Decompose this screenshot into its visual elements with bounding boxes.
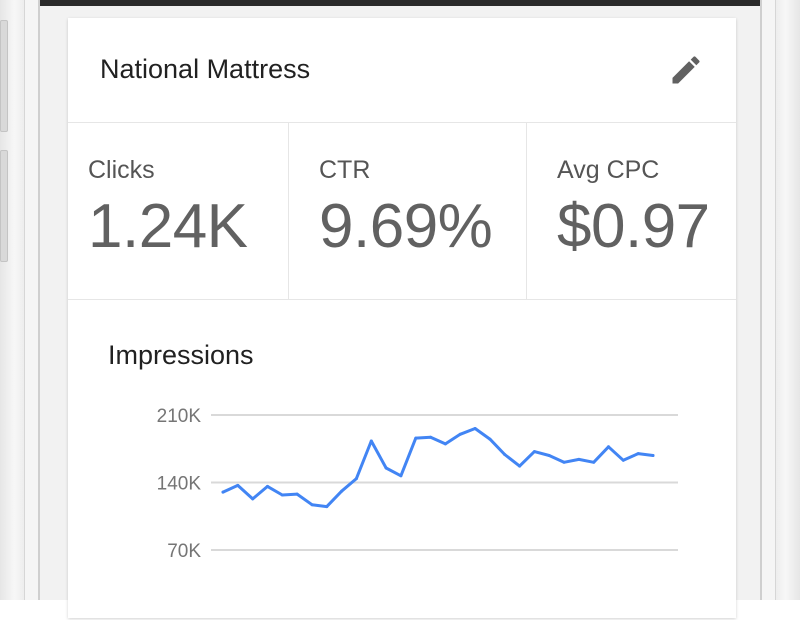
data-point bbox=[266, 484, 269, 488]
campaign-card: National Mattress Clicks 1.24K CTR 9.69% bbox=[68, 18, 736, 618]
screen-top-bar bbox=[40, 0, 760, 6]
metric-ctr[interactable]: CTR 9.69% bbox=[288, 123, 526, 299]
data-point bbox=[310, 503, 314, 507]
data-point bbox=[488, 437, 492, 441]
data-point bbox=[251, 497, 255, 501]
data-point bbox=[458, 432, 462, 436]
data-point bbox=[503, 453, 507, 456]
data-point bbox=[325, 505, 329, 509]
volume-down-button bbox=[0, 150, 8, 262]
metric-clicks[interactable]: Clicks 1.24K bbox=[68, 123, 288, 299]
data-point bbox=[340, 489, 344, 493]
data-point bbox=[547, 454, 551, 457]
phone-right-edge bbox=[775, 0, 800, 600]
card-title: National Mattress bbox=[100, 54, 311, 84]
metric-avg-cpc[interactable]: Avg CPC $0.97 bbox=[526, 123, 736, 299]
metric-value: 1.24K bbox=[88, 192, 248, 261]
data-point bbox=[621, 458, 625, 462]
metric-label: Clicks bbox=[88, 156, 155, 184]
phone-screen: National Mattress Clicks 1.24K CTR 9.69% bbox=[38, 0, 762, 618]
y-tick-label: 140K bbox=[157, 474, 202, 495]
data-point bbox=[354, 477, 358, 481]
data-point bbox=[577, 457, 581, 461]
phone-frame: National Mattress Clicks 1.24K CTR 9.69% bbox=[0, 0, 800, 600]
data-point bbox=[414, 436, 418, 440]
data-point bbox=[399, 474, 403, 478]
y-tick-label: 70K bbox=[167, 541, 201, 562]
data-point bbox=[384, 466, 388, 470]
data-point bbox=[651, 454, 655, 457]
data-point bbox=[473, 427, 477, 430]
metric-label: Avg CPC bbox=[557, 156, 660, 184]
data-point bbox=[532, 450, 536, 454]
data-point bbox=[443, 442, 447, 446]
data-point bbox=[607, 445, 610, 449]
impressions-chart-section: Impressions 210K 140K 70K bbox=[68, 300, 736, 620]
metric-value: $0.97 bbox=[557, 192, 710, 261]
metrics-row: Clicks 1.24K CTR 9.69% Avg CPC $0.97 bbox=[68, 123, 736, 300]
data-point bbox=[280, 493, 284, 497]
card-header: National Mattress bbox=[68, 18, 736, 123]
data-point bbox=[236, 483, 240, 487]
data-point bbox=[592, 460, 596, 464]
data-point bbox=[369, 439, 373, 443]
impressions-chart[interactable]: 210K 140K 70K bbox=[68, 300, 736, 620]
data-point bbox=[518, 464, 522, 468]
chart-title: Impressions bbox=[108, 340, 254, 370]
volume-up-button bbox=[0, 20, 8, 132]
pencil-icon bbox=[672, 56, 700, 84]
y-tick-label: 210K bbox=[157, 406, 202, 427]
data-point bbox=[562, 460, 566, 464]
data-point bbox=[429, 435, 433, 439]
metric-label: CTR bbox=[319, 156, 371, 184]
impressions-series-line bbox=[221, 427, 655, 509]
edit-button[interactable] bbox=[664, 48, 708, 92]
data-point bbox=[295, 492, 299, 496]
metric-value: 9.69% bbox=[319, 192, 493, 261]
data-point bbox=[221, 490, 225, 494]
data-point bbox=[636, 452, 640, 456]
